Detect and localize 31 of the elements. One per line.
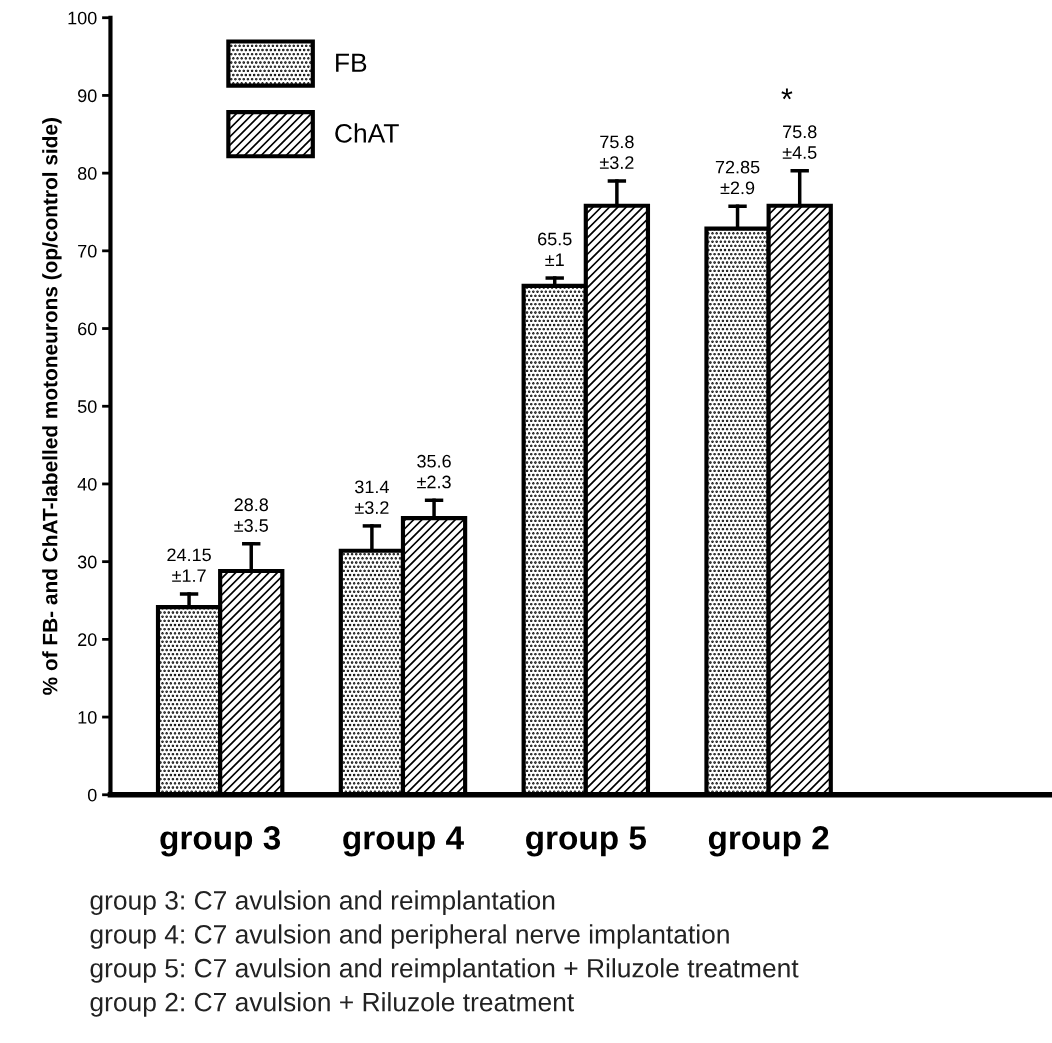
x-tick-label: group 5	[526, 826, 646, 857]
y-tick-label: 20	[78, 633, 97, 647]
data-label: 72.85 ±2.9	[715, 160, 760, 195]
y-tick-label: 80	[77, 167, 97, 180]
y-tick-label: 90	[78, 89, 97, 103]
data-label: 31.4 ±3.2	[354, 480, 389, 515]
y-tick-label: 40	[77, 477, 97, 491]
data-label: 24.15 ±1.7	[167, 548, 211, 582]
text: group 2: C7 avulsion + Riluzole treatment	[90, 992, 575, 1017]
y-tick-label: 50	[77, 400, 97, 413]
y-tick-label: 0	[87, 788, 97, 802]
y-tick-label: 70	[78, 244, 97, 258]
x-tick-label: group 4	[343, 826, 464, 857]
text: group 5: C7 avulsion and reimplantation + Riluzole treatment	[90, 958, 799, 983]
y-tick-label: 100	[68, 11, 97, 25]
data-label: 28.8 ±3.5	[234, 498, 269, 532]
y-axis-title: % of FB- and ChAT-labelled motoneurons (op/control side)	[42, 118, 62, 695]
data-label: 35.6 ±2.3	[417, 454, 451, 489]
text: group 3: C7 avulsion and reimplantation	[90, 890, 555, 915]
data-label: 65.5 ±1	[538, 232, 572, 266]
legend-label: FB	[336, 53, 367, 72]
legend-label: ChAT	[335, 123, 399, 143]
text: group 4: C7 avulsion and peripheral nerve implantation	[90, 924, 729, 949]
x-tick-label: group 3	[160, 826, 281, 857]
data-label: 75.8 ±3.2	[599, 135, 634, 170]
y-tick-label: 30	[77, 555, 97, 569]
annotation: *	[781, 88, 793, 100]
data-label: 75.8 ±4.5	[782, 125, 817, 159]
y-tick-label: 10	[78, 711, 97, 724]
x-tick-label: group 2	[708, 826, 829, 857]
y-tick-label: 60	[78, 322, 97, 336]
